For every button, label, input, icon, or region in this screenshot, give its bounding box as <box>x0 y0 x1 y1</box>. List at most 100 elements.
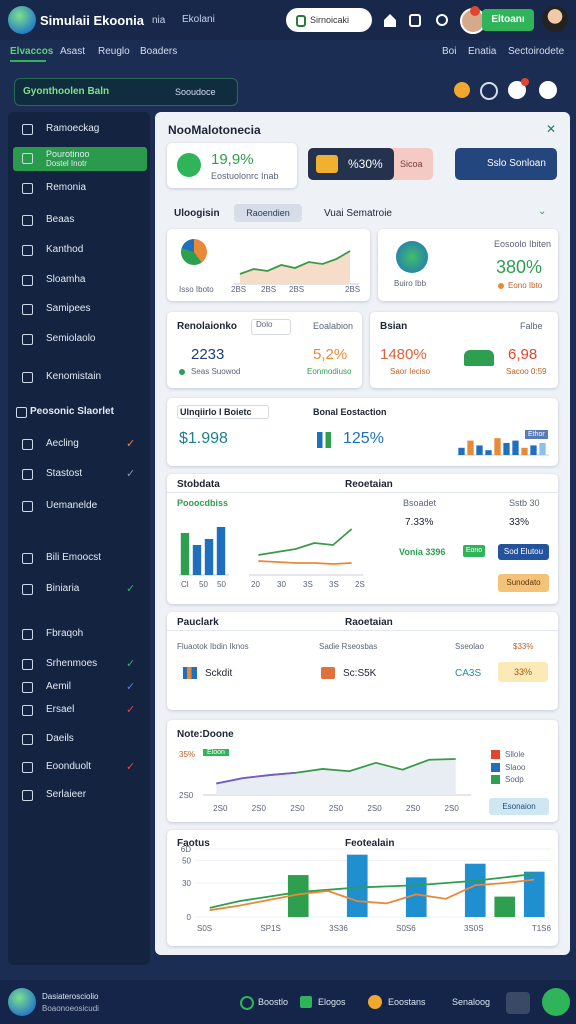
nav-item[interactable]: Asast <box>60 46 86 57</box>
tab-active[interactable]: Raoendien <box>234 204 302 222</box>
window-icon[interactable] <box>409 14 421 27</box>
bar <box>485 450 492 455</box>
globe-foot: Buiro Ibb <box>394 279 427 288</box>
sidebar-item[interactable]: Stastost <box>46 468 83 479</box>
nav-item[interactable]: Elvaccos <box>10 46 54 57</box>
nav-item[interactable]: Sectoirodete <box>508 46 565 57</box>
tab[interactable]: Uloogisin <box>174 208 220 219</box>
card-divider <box>167 630 558 631</box>
card-title: Pauclark <box>177 617 219 628</box>
toolbar-icon[interactable] <box>480 82 498 100</box>
toolbar-icon[interactable] <box>539 81 557 99</box>
primary-button[interactable]: Eltoanı <box>482 9 534 31</box>
sidebar-item[interactable]: Biniaria <box>46 583 80 594</box>
x-label: SP1S <box>260 924 281 933</box>
kpi-value: 19,9% <box>211 151 254 168</box>
sidebar-icon <box>22 705 33 716</box>
x-label: 2S0 <box>328 804 344 813</box>
search-box[interactable]: Sirnoicaki <box>286 8 372 32</box>
tab-chevron[interactable]: ⌄ <box>538 206 547 217</box>
sidebar-item[interactable]: Kenomistain <box>46 371 102 382</box>
sidebar-icon <box>22 245 33 256</box>
sidebar-item[interactable]: Aemil <box>46 681 72 692</box>
search-button[interactable]: Sslo Sonloan <box>455 148 557 180</box>
bar <box>464 863 486 917</box>
y-tick-label: 6D <box>181 846 191 854</box>
revenue-pct: 5,2% <box>313 346 348 363</box>
toolbar-icon[interactable] <box>508 81 526 99</box>
stats-line-chart <box>249 528 363 576</box>
kpi-icon <box>177 153 201 177</box>
green-dot <box>179 369 185 375</box>
line <box>258 560 352 565</box>
note-chart <box>203 758 471 796</box>
sidebar-item[interactable]: Sloamha <box>46 274 86 285</box>
badge <box>470 6 480 16</box>
bottom-chart: 6D 50 30 0 <box>181 846 551 920</box>
footer-item[interactable]: Eoostans <box>388 997 426 1007</box>
workspace-select[interactable]: Gyonthoolen Baln Sooudoce <box>14 78 238 106</box>
sidebar-item[interactable]: Serlaieer <box>46 789 87 800</box>
bar <box>405 877 427 917</box>
card-right: Feotealain <box>345 838 395 849</box>
nav-item[interactable]: Boi <box>442 46 457 57</box>
card-right: Reoetaian <box>345 479 393 490</box>
row-text: Sc:S5K <box>343 668 377 679</box>
toolbar-icon[interactable] <box>454 82 470 98</box>
sidebar-item[interactable]: Remonia <box>46 182 87 193</box>
nav-item[interactable]: Boaders <box>140 46 178 57</box>
sidebar-item[interactable]: Uemanelde <box>46 500 98 511</box>
sidebar-item[interactable]: Ersael <box>46 704 75 715</box>
stats-bar-chart <box>179 527 229 576</box>
search-icon <box>296 15 306 27</box>
sidebar-item[interactable]: Semiolaolo <box>46 333 96 344</box>
tab[interactable]: Vuai Sematroie <box>324 208 392 219</box>
footer-button[interactable] <box>542 988 570 1016</box>
x-label: 2S0 <box>251 804 266 813</box>
x-label: 2S <box>355 580 365 589</box>
sidebar-item[interactable]: Samipees <box>46 303 91 314</box>
action-button[interactable]: Sod Elutou <box>498 544 549 560</box>
sidebar-item[interactable]: Srhenmoes <box>46 658 98 669</box>
chart-button[interactable]: Esonaion <box>489 798 549 815</box>
footer-item[interactable]: Elogos <box>318 997 346 1007</box>
revenue-value: 2233 <box>191 346 225 363</box>
home-icon[interactable] <box>384 14 396 27</box>
footer-button[interactable] <box>506 992 530 1014</box>
legend-label: Slaoo <box>505 763 526 772</box>
sidebar-item[interactable]: Daeils <box>46 733 74 744</box>
sidebar-item[interactable]: Pourotinoo <box>46 149 90 159</box>
settings-icon[interactable] <box>436 14 448 26</box>
y-tick-label: 0 <box>187 913 192 920</box>
footer-item[interactable]: Senaloog <box>452 997 491 1007</box>
sidebar-item[interactable]: Kanthod <box>46 244 84 255</box>
dropdown[interactable]: Dolo <box>251 319 291 335</box>
card-title: Bonal Eostaction <box>313 407 387 417</box>
sidebar-icon <box>22 629 33 640</box>
x-label: S0S <box>197 924 213 933</box>
line <box>216 771 297 785</box>
badge: Eono <box>463 545 485 557</box>
summary-card: Ulnqiirlo I Boietc Bonal Eostaction $1.9… <box>167 398 558 466</box>
nav-item[interactable]: Enatia <box>468 46 497 57</box>
app-title: Simulaii Ekoonia <box>40 13 145 28</box>
sidebar-section[interactable]: Peosonic Slaorlet <box>30 406 114 417</box>
nav-item[interactable]: Reuglo <box>98 46 130 57</box>
dropdown[interactable]: Ulnqiirlo I Boietc <box>177 405 269 419</box>
row-text: CA3S <box>455 668 482 679</box>
sidebar-icon <box>22 682 33 693</box>
action-button[interactable]: Sunodato <box>498 574 549 592</box>
sidebar-item[interactable]: Eoonduolt <box>46 761 92 772</box>
sidebar-icon <box>22 469 33 480</box>
sidebar-item[interactable]: Beaas <box>46 214 75 225</box>
sidebar-item[interactable]: Aecling <box>46 438 79 449</box>
sidebar-icon <box>22 275 33 286</box>
close-button[interactable]: ✕ <box>546 122 557 136</box>
sidebar-item[interactable]: Fbraqoh <box>46 628 84 639</box>
user-avatar[interactable] <box>542 6 568 32</box>
trend-chart <box>233 250 359 285</box>
footer-item[interactable]: Boostlo <box>258 997 289 1007</box>
sidebar-item[interactable]: Bili Emoocst <box>46 552 102 563</box>
logo <box>8 6 36 34</box>
sidebar-item[interactable]: Ramoeckag <box>46 123 100 134</box>
